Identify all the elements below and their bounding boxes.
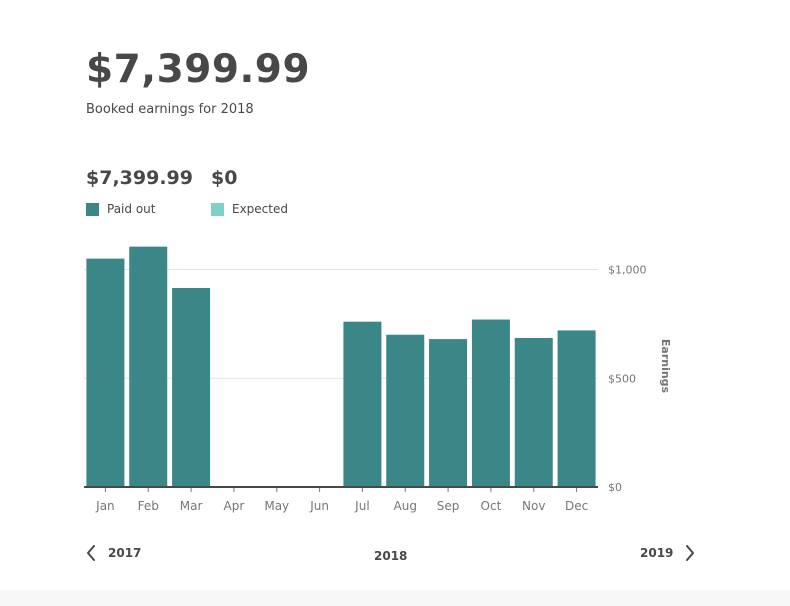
current-year-label: 2018 (374, 549, 408, 563)
legend-expected: Expected (211, 202, 288, 216)
earnings-subtitle: Booked earnings for 2018 (86, 102, 254, 117)
bar-paid-dec (557, 330, 596, 487)
previous-year-label: 2017 (108, 546, 142, 560)
x-tick-label: Mar (180, 499, 203, 513)
y-axis-title: Earnings (659, 339, 672, 394)
x-tick-label: May (264, 499, 289, 513)
bar-paid-aug (386, 334, 425, 487)
legend-paid-out: Paid out (86, 202, 155, 216)
legend-expected-label: Expected (232, 202, 288, 216)
footer-strip (0, 590, 790, 606)
bar-paid-sep (429, 339, 468, 487)
x-tick-label: Aug (394, 499, 417, 513)
previous-year-button[interactable]: 2017 (86, 545, 141, 561)
x-tick-label: Sep (437, 499, 460, 513)
x-tick-label: Oct (481, 499, 502, 513)
expected-swatch (211, 202, 224, 216)
paid-out-amount: $7,399.99 (86, 167, 193, 189)
paid-out-swatch (86, 202, 99, 216)
next-year-button[interactable]: 2019 (640, 545, 695, 561)
y-tick-label: $500 (608, 372, 636, 385)
x-tick-label: Apr (224, 499, 245, 513)
bar-paid-nov (514, 338, 553, 487)
bar-paid-mar (172, 287, 211, 487)
bar-paid-oct (471, 319, 510, 487)
y-tick-label: $1,000 (608, 264, 647, 277)
bar-paid-jul (343, 321, 382, 487)
bar-paid-jan (86, 258, 125, 487)
x-tick-label: Jul (354, 499, 369, 513)
x-tick-label: Feb (138, 499, 159, 513)
x-tick-label: Nov (522, 499, 545, 513)
next-year-label: 2019 (640, 546, 674, 560)
chevron-right-icon (686, 545, 695, 561)
chevron-left-icon (87, 545, 95, 561)
x-tick-label: Jan (95, 499, 115, 513)
expected-amount: $0 (211, 167, 238, 189)
y-tick-label: $0 (608, 481, 622, 494)
bar-paid-feb (129, 246, 168, 487)
earnings-bar-chart: $0 $500 $1,000 Jan Feb Mar Apr May Jun Jul Aug Sep O… (84, 246, 672, 513)
legend-paid-out-label: Paid out (107, 202, 156, 216)
x-tick-label: Dec (565, 499, 588, 513)
x-tick-label: Jun (309, 499, 329, 513)
total-earnings: $7,399.99 (86, 47, 311, 92)
